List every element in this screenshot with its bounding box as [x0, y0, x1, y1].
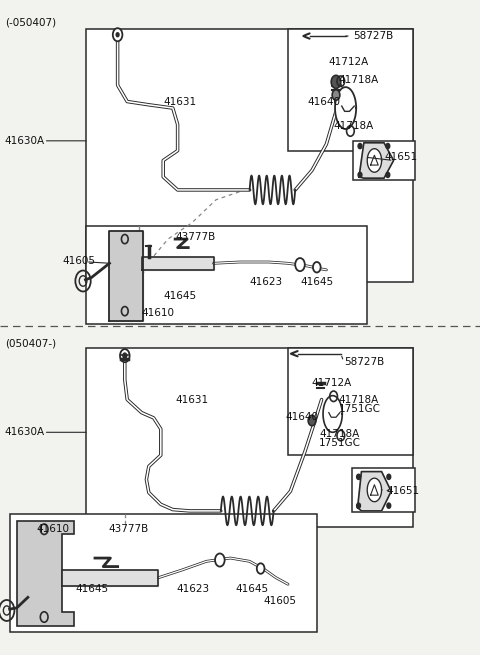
Text: 41623: 41623 [250, 276, 283, 287]
Circle shape [295, 258, 305, 271]
Text: 41610: 41610 [142, 308, 175, 318]
Text: 41610: 41610 [36, 524, 69, 534]
Text: 41630A: 41630A [5, 136, 45, 146]
Text: 41631: 41631 [163, 96, 196, 107]
Text: 41605: 41605 [62, 255, 96, 266]
Circle shape [313, 262, 321, 272]
Polygon shape [353, 141, 415, 180]
Polygon shape [367, 478, 382, 502]
Polygon shape [335, 87, 356, 129]
Polygon shape [109, 231, 143, 321]
Circle shape [387, 474, 391, 479]
Polygon shape [62, 570, 158, 586]
Circle shape [386, 172, 390, 178]
Polygon shape [10, 514, 317, 632]
Circle shape [123, 353, 127, 358]
Text: 41712A: 41712A [329, 57, 369, 67]
Text: 1751GC: 1751GC [338, 404, 380, 415]
Circle shape [113, 28, 122, 41]
Text: 41651: 41651 [386, 486, 420, 496]
Circle shape [331, 75, 341, 88]
Text: 1751GC: 1751GC [319, 438, 361, 449]
Polygon shape [86, 348, 413, 527]
Text: 41623: 41623 [177, 584, 210, 595]
Polygon shape [142, 257, 214, 270]
Circle shape [120, 349, 130, 362]
Polygon shape [323, 396, 342, 432]
Circle shape [358, 172, 362, 178]
Circle shape [357, 503, 360, 508]
Text: 41645: 41645 [235, 584, 268, 595]
Circle shape [332, 90, 340, 100]
Polygon shape [352, 468, 415, 512]
Text: 41651: 41651 [384, 152, 417, 162]
Polygon shape [86, 29, 413, 282]
Text: 41640: 41640 [307, 96, 340, 107]
Text: 41645: 41645 [163, 291, 196, 301]
Text: 43777B: 43777B [175, 232, 216, 242]
Text: 41605: 41605 [263, 596, 296, 607]
Text: (-050407): (-050407) [5, 18, 56, 28]
Polygon shape [288, 348, 413, 455]
Circle shape [386, 143, 390, 149]
Circle shape [308, 415, 316, 426]
Text: 58727B: 58727B [345, 356, 385, 367]
Text: 41630A: 41630A [5, 427, 45, 438]
Circle shape [215, 553, 225, 567]
Circle shape [358, 143, 362, 149]
Polygon shape [288, 29, 413, 151]
Text: (050407-): (050407-) [5, 339, 56, 349]
Text: 41645: 41645 [300, 276, 333, 287]
Text: 41631: 41631 [175, 394, 208, 405]
Text: 41645: 41645 [76, 584, 109, 595]
Text: 41712A: 41712A [311, 378, 351, 388]
Text: 58727B: 58727B [353, 31, 393, 41]
Polygon shape [17, 521, 74, 626]
Text: 41640: 41640 [286, 412, 319, 422]
Polygon shape [367, 149, 382, 172]
Polygon shape [358, 472, 391, 511]
Polygon shape [86, 226, 367, 324]
Circle shape [387, 503, 391, 508]
Circle shape [357, 474, 360, 479]
Polygon shape [359, 143, 394, 178]
Circle shape [116, 33, 119, 37]
Text: 41718A: 41718A [338, 394, 379, 405]
Text: 41718A: 41718A [334, 121, 374, 131]
Text: 41718A: 41718A [338, 75, 379, 85]
Circle shape [257, 563, 264, 574]
Text: 43777B: 43777B [108, 524, 148, 534]
Text: 41718A: 41718A [319, 428, 360, 439]
